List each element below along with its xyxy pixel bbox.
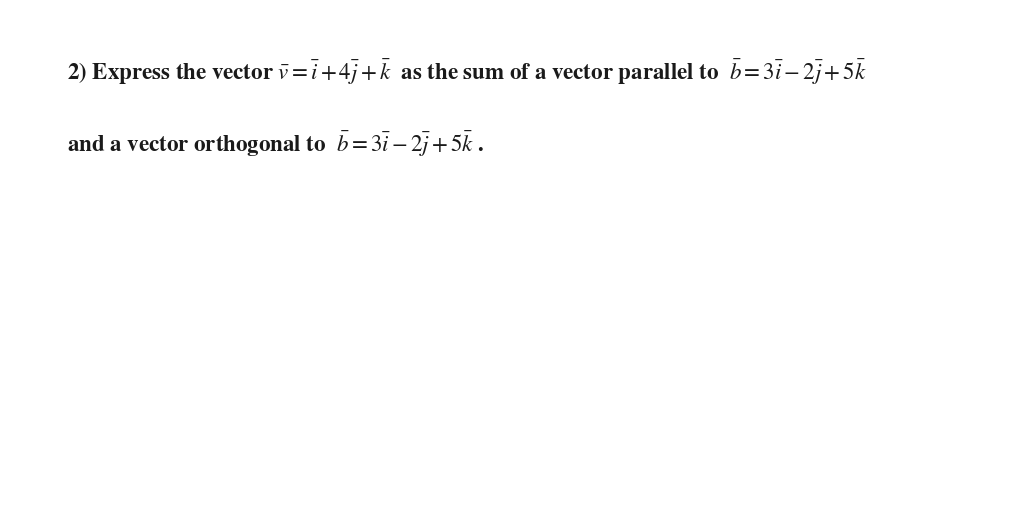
Text: and a vector orthogonal to  $\bar{b} = 3\bar{i} - 2\bar{j} + 5\bar{k}$ .: and a vector orthogonal to $\bar{b} = 3\…	[67, 130, 484, 159]
Text: 2) Express the vector $\bar{v} = \bar{i} + 4\bar{j} + \bar{k}$  as the sum of a : 2) Express the vector $\bar{v} = \bar{i}…	[67, 58, 866, 87]
